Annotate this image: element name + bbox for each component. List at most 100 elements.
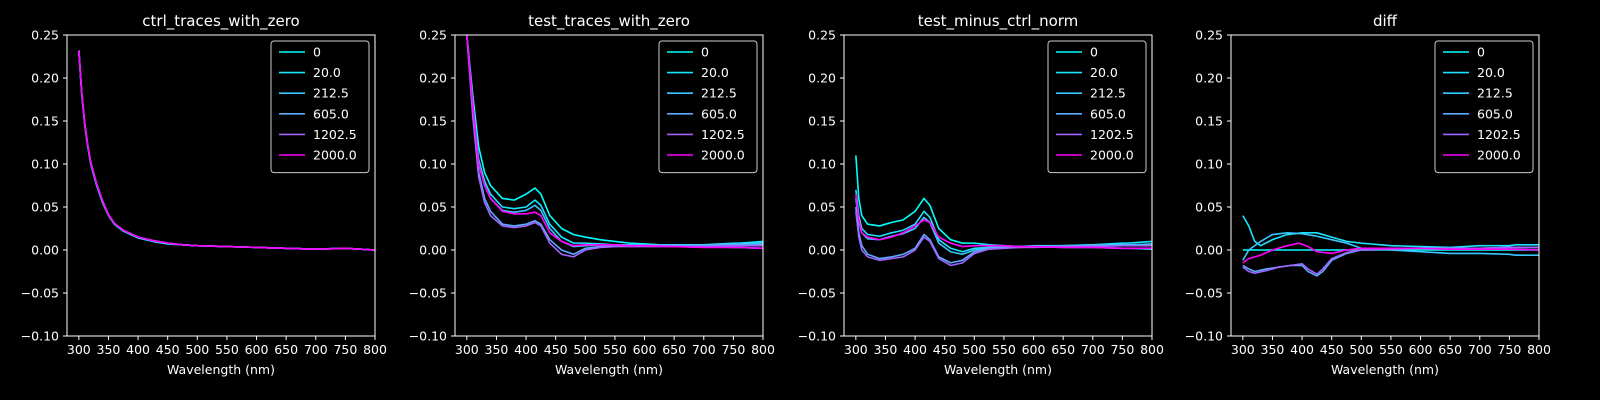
legend: 0 20.0 212.5 605.0 1202.5 2000.0 — [1047, 40, 1147, 174]
y-tick-label: 0.00 — [808, 243, 836, 258]
legend-box — [658, 40, 758, 174]
chart-title: test_minus_ctrl_norm — [918, 12, 1079, 31]
x-tick-label: 450 — [1320, 342, 1344, 357]
plot-frame — [66, 34, 376, 337]
legend-label: 20.0 — [701, 65, 729, 80]
legend-label: 2000.0 — [1090, 148, 1134, 163]
x-tick-label: 450 — [544, 342, 568, 357]
y-tick-label: 0.25 — [419, 28, 447, 43]
plot-frame — [843, 34, 1153, 337]
plot-frame — [454, 34, 764, 337]
y-tick-label: 0.10 — [808, 157, 836, 172]
legend-label: 1202.5 — [701, 127, 745, 142]
y-tick-label: −0.05 — [1185, 286, 1223, 301]
y-tick-label: 0.20 — [419, 71, 447, 86]
series-line-2000-0 — [78, 50, 375, 251]
x-tick-label: 700 — [1081, 342, 1105, 357]
chart-title: test_traces_with_zero — [528, 12, 690, 31]
legend-box — [1434, 40, 1534, 174]
y-tick-label: −0.05 — [21, 286, 59, 301]
series-line-605-0 — [466, 35, 763, 256]
x-tick-label: 500 — [573, 342, 597, 357]
x-axis-label: Wavelength (nm) — [167, 362, 275, 377]
y-tick-label: 0.10 — [1195, 157, 1223, 172]
legend-label: 20.0 — [313, 65, 341, 80]
y-tick-label: 0.00 — [419, 243, 447, 258]
x-tick-label: 400 — [126, 342, 150, 357]
chart-panel-test-traces: test_traces_with_zero Wavelength (nm) 30… — [409, 12, 775, 377]
x-tick-label: 350 — [1261, 342, 1285, 357]
y-tick-label: 0.25 — [1195, 28, 1223, 43]
y-tick-label: 0.15 — [419, 114, 447, 129]
x-tick-label: 500 — [185, 342, 209, 357]
x-tick-label: 350 — [874, 342, 898, 357]
x-tick-label: 600 — [245, 342, 269, 357]
x-tick-label: 600 — [1409, 342, 1433, 357]
series-line-2000-0 — [1242, 242, 1539, 264]
legend-label: 0 — [1477, 45, 1485, 60]
y-tick-label: 0.20 — [31, 71, 59, 86]
legend-box — [1047, 40, 1147, 174]
y-tick-label: 0.20 — [808, 71, 836, 86]
x-tick-label: 300 — [844, 342, 868, 357]
legend-label: 212.5 — [1090, 86, 1126, 101]
plot-frame — [1230, 34, 1540, 337]
chart-title: ctrl_traces_with_zero — [142, 12, 299, 31]
x-tick-label: 400 — [903, 342, 927, 357]
x-axis-label: Wavelength (nm) — [555, 362, 663, 377]
x-tick-label: 800 — [363, 342, 387, 357]
y-tick-label: 0.05 — [31, 200, 59, 215]
legend: 0 20.0 212.5 605.0 1202.5 2000.0 — [658, 40, 758, 174]
y-tick-label: 0.00 — [1195, 243, 1223, 258]
y-tick-label: 0.25 — [808, 28, 836, 43]
legend-label: 0 — [313, 45, 321, 60]
x-tick-label: 300 — [67, 342, 91, 357]
x-axis-label: Wavelength (nm) — [1331, 362, 1439, 377]
legend-label: 605.0 — [313, 106, 349, 121]
x-tick-label: 700 — [692, 342, 716, 357]
x-tick-label: 750 — [333, 342, 357, 357]
x-tick-label: 550 — [215, 342, 239, 357]
y-tick-label: 0.05 — [419, 200, 447, 215]
x-tick-label: 550 — [1379, 342, 1403, 357]
y-tick-label: 0.05 — [808, 200, 836, 215]
y-tick-label: 0.25 — [31, 28, 59, 43]
y-tick-label: 0.15 — [31, 114, 59, 129]
series-line-1202-5 — [1242, 246, 1539, 275]
series-line-1202-5 — [855, 211, 1152, 267]
y-tick-label: 0.15 — [1195, 114, 1223, 129]
legend-label: 2000.0 — [701, 148, 745, 163]
chart-panel-diff: diff Wavelength (nm) 300 350 400 450 500 550 6… — [1185, 12, 1551, 377]
y-tick-label: −0.05 — [409, 286, 447, 301]
series-line-20-0 — [1242, 215, 1539, 249]
y-tick-label: 0.00 — [31, 243, 59, 258]
x-tick-label: 300 — [455, 342, 479, 357]
legend-label: 212.5 — [701, 86, 737, 101]
x-tick-label: 700 — [304, 342, 328, 357]
legend: 0 20.0 212.5 605.0 1202.5 2000.0 — [270, 40, 370, 174]
x-tick-label: 800 — [751, 342, 775, 357]
legend-box — [270, 40, 370, 174]
x-tick-label: 650 — [1438, 342, 1462, 357]
x-tick-label: 400 — [514, 342, 538, 357]
chart-panel-test-minus-ctrl: test_minus_ctrl_norm Wavelength (nm) 300… — [798, 12, 1164, 377]
y-tick-label: 0.20 — [1195, 71, 1223, 86]
y-tick-label: 0.10 — [419, 157, 447, 172]
legend-label: 605.0 — [1477, 106, 1513, 121]
series-line-2000-0 — [855, 194, 1152, 250]
x-tick-label: 550 — [603, 342, 627, 357]
series-line-2000-0 — [466, 35, 763, 250]
y-tick-label: 0.10 — [31, 157, 59, 172]
x-tick-label: 650 — [662, 342, 686, 357]
y-tick-label: −0.05 — [798, 286, 836, 301]
x-tick-label: 550 — [992, 342, 1016, 357]
y-tick-label: −0.10 — [21, 329, 59, 344]
y-tick-label: 0.05 — [1195, 200, 1223, 215]
legend-label: 212.5 — [1477, 86, 1513, 101]
legend-label: 1202.5 — [1090, 127, 1134, 142]
x-tick-label: 500 — [1349, 342, 1373, 357]
legend-label: 0 — [701, 45, 709, 60]
x-tick-label: 800 — [1140, 342, 1164, 357]
legend-label: 20.0 — [1090, 65, 1118, 80]
